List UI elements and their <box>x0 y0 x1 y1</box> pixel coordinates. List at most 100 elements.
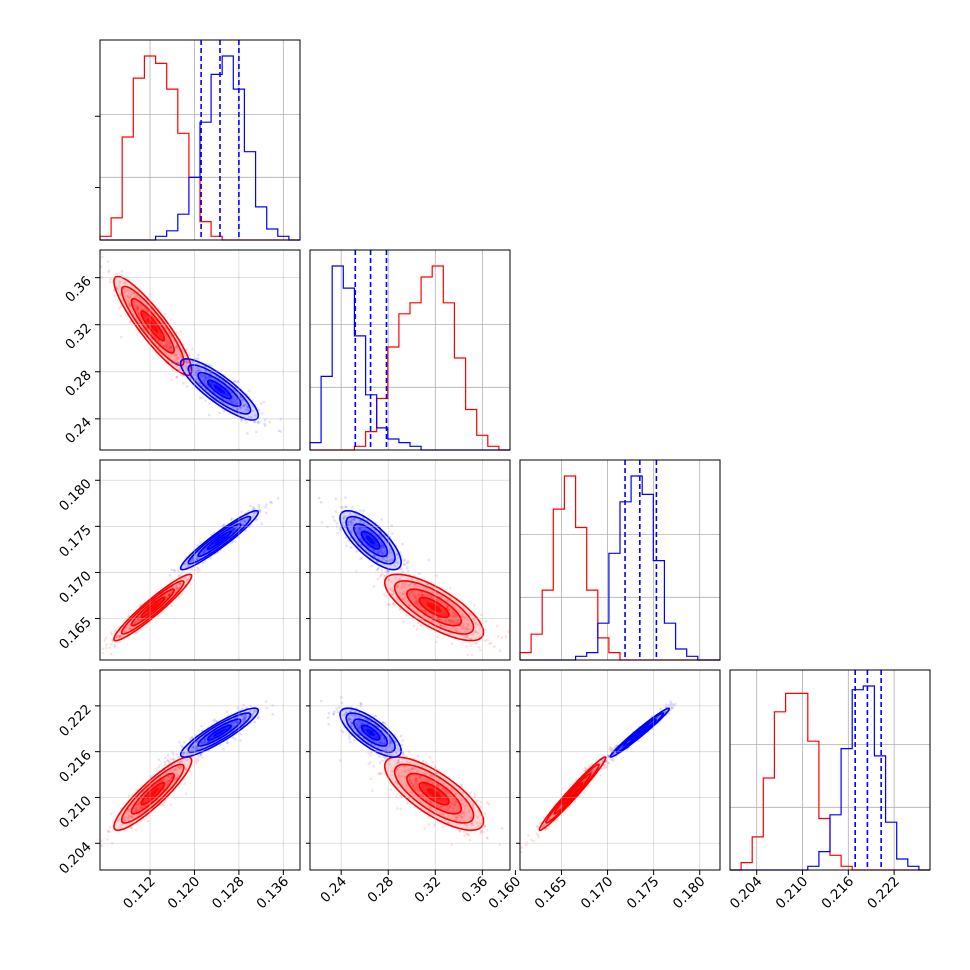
scatter-point <box>402 753 405 757</box>
scatter-point <box>184 576 188 579</box>
scatter-point <box>575 778 578 781</box>
scatter-point <box>134 806 137 810</box>
scatter-point <box>117 636 120 639</box>
scatter-point <box>332 712 336 715</box>
scatter-point <box>344 712 347 715</box>
scatter-point <box>240 419 243 422</box>
scatter-point <box>357 714 361 718</box>
scatter-point <box>415 777 418 780</box>
scatter-point <box>231 531 234 534</box>
scatter-point <box>197 357 200 360</box>
scatter-point <box>209 556 212 560</box>
scatter-point <box>348 710 352 713</box>
scatter-point <box>389 548 392 551</box>
scatter-point <box>235 401 238 405</box>
scatter-point <box>128 303 131 306</box>
scatter-point <box>348 737 351 741</box>
scatter-point <box>484 628 487 631</box>
scatter-point <box>409 778 412 782</box>
scatter-point <box>167 593 171 597</box>
scatter-point <box>410 581 413 585</box>
scatter-point <box>164 343 167 347</box>
scatter-point <box>372 585 376 588</box>
scatter-point <box>135 294 138 297</box>
scatter-point <box>133 287 137 291</box>
scatter-point <box>476 799 479 802</box>
scatter-point <box>466 618 469 621</box>
scatter-point <box>176 356 179 359</box>
scatter-point <box>425 594 428 598</box>
scatter-point <box>178 368 181 372</box>
scatter-point <box>235 380 239 384</box>
scatter-point <box>191 557 194 561</box>
scatter-point <box>243 519 247 523</box>
scatter-point <box>465 634 468 638</box>
contour-line <box>393 580 475 635</box>
scatter-point <box>401 752 405 755</box>
scatter-point <box>188 353 191 357</box>
scatter-point <box>137 616 140 619</box>
scatter-point <box>463 615 466 619</box>
scatter-point <box>139 297 142 300</box>
scatter-point <box>249 415 253 419</box>
contour-line <box>197 718 242 747</box>
scatter-point <box>512 832 515 835</box>
scatter-point <box>376 577 379 581</box>
scatter-point <box>350 721 353 725</box>
scatter-point <box>412 583 416 587</box>
scatter-point <box>175 353 178 356</box>
scatter-point <box>118 306 121 310</box>
scatter-point <box>124 290 127 294</box>
scatter-point <box>190 748 194 752</box>
scatter-point <box>455 629 458 632</box>
scatter-point <box>461 613 464 617</box>
scatter-point <box>427 811 430 814</box>
scatter-point <box>399 807 403 811</box>
scatter-point <box>139 316 142 320</box>
scatter-point <box>474 630 477 634</box>
scatter-point <box>120 823 124 826</box>
scatter-point <box>409 770 412 774</box>
scatter-point <box>382 544 385 548</box>
scatter-point <box>135 788 138 792</box>
contour-line <box>187 515 252 565</box>
scatter-point <box>380 738 384 742</box>
scatter-point <box>202 549 206 553</box>
scatter-point <box>463 834 466 837</box>
scatter-point <box>177 755 180 759</box>
scatter-point <box>391 589 395 593</box>
scatter-point <box>176 760 179 764</box>
scatter-point <box>444 788 447 792</box>
scatter-point <box>355 550 358 553</box>
scatter-point <box>461 791 465 794</box>
scatter-point <box>230 401 234 405</box>
panel-content <box>520 700 677 854</box>
scatter-point <box>118 282 121 286</box>
scatter-point <box>231 400 235 404</box>
scatter-point <box>539 821 542 825</box>
scatter-point <box>351 521 355 525</box>
scatter-point <box>170 346 173 349</box>
scatter-point <box>408 604 411 607</box>
scatter-point <box>420 779 424 783</box>
scatter-point <box>436 804 440 808</box>
scatter-point <box>384 746 388 749</box>
scatter-point <box>447 618 451 621</box>
scatter-point <box>349 546 353 549</box>
scatter-point <box>140 806 143 810</box>
scatter-point <box>326 716 330 719</box>
scatter-point <box>462 810 466 813</box>
scatter-point <box>126 812 129 816</box>
scatter-point <box>225 741 229 745</box>
scatter-point <box>493 645 496 648</box>
contour-line <box>418 781 450 806</box>
scatter-point <box>203 550 207 553</box>
scatter-point <box>200 724 203 728</box>
scatter-point <box>197 368 200 371</box>
scatter-point <box>482 830 485 834</box>
scatter-point <box>394 576 397 580</box>
scatter-point <box>110 633 114 636</box>
scatter-point <box>242 718 245 721</box>
scatter-point <box>376 567 380 571</box>
scatter-point <box>414 777 417 781</box>
